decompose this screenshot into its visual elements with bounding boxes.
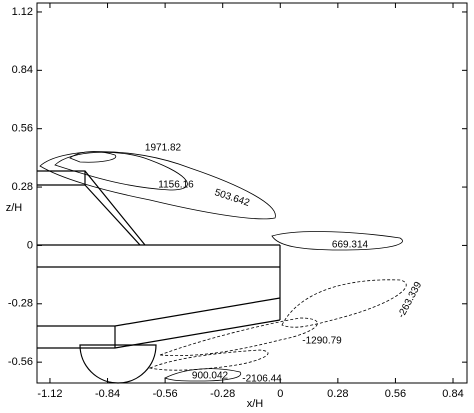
contour-label: 1156.16 <box>158 180 194 191</box>
contour-line <box>281 279 407 328</box>
cylinder <box>79 344 157 384</box>
contour-label: 900.042 <box>192 371 229 382</box>
y-axis-label: z/H <box>6 202 23 214</box>
x-axis-label: x/H <box>247 398 264 410</box>
contour-label: 669.314 <box>332 240 369 251</box>
ramp-bottom <box>37 319 281 349</box>
geometry <box>37 170 281 384</box>
ramp-top <box>37 297 281 327</box>
x-tick-label: -1.12 <box>37 388 62 400</box>
contour-label: -2106.44 <box>242 374 282 385</box>
y-tick-label: -0.56 <box>8 356 33 368</box>
y-tick-label: 0.56 <box>12 123 33 135</box>
y-tick-label: 0 <box>27 239 33 251</box>
contour-line <box>159 317 318 357</box>
contour-line <box>271 231 403 251</box>
x-tick-label: -0.56 <box>153 388 178 400</box>
contour-line <box>39 151 276 220</box>
x-tick-label: 0.84 <box>442 388 463 400</box>
upper-plate-slope <box>84 184 141 246</box>
contour-line <box>148 349 269 371</box>
x-tick-label: -0.84 <box>95 388 120 400</box>
contour-line <box>164 368 242 382</box>
contour-label: -1290.79 <box>302 336 342 347</box>
upper-plate-top <box>37 170 146 246</box>
x-tick-label: 0.28 <box>327 388 348 400</box>
contour-line <box>54 151 188 191</box>
x-tick-label: 0 <box>277 388 283 400</box>
y-tick-label: 0.84 <box>12 64 33 76</box>
contour-label: 1971.82 <box>145 143 182 154</box>
y-tick-label: 0.28 <box>12 181 33 193</box>
x-tick-label: 0.56 <box>385 388 406 400</box>
y-tick-label: -0.28 <box>8 298 33 310</box>
upper-plate-step <box>37 171 86 186</box>
plot-frame <box>36 2 468 384</box>
x-tick-label: -0.28 <box>210 388 235 400</box>
y-tick-label: 1.12 <box>12 6 33 18</box>
contour-label: -263.339 <box>396 280 424 320</box>
